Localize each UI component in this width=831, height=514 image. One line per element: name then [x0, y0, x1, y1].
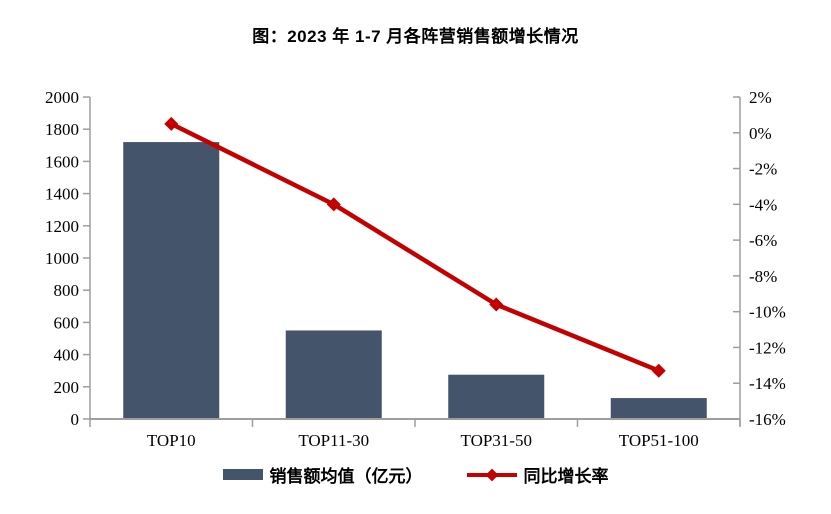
growth-rate-line [169, 121, 661, 373]
y-axis-label-1400: 1400 [45, 185, 79, 204]
line-series-label: 同比增长率 [523, 467, 609, 486]
secondary-axis-label--6%: -6% [749, 231, 777, 250]
y-axis-label-400: 400 [54, 346, 80, 365]
bar-series-swatch-icon [222, 469, 263, 480]
x-axis-label-TOP11-30: TOP11-30 [298, 431, 369, 450]
line-marker-TOP11-30 [326, 197, 341, 212]
chart-legend: 销售额均值（亿元） 同比增长率 [0, 462, 831, 487]
y-axis-label-1800: 1800 [45, 120, 79, 139]
secondary-axis-label--2%: -2% [749, 160, 777, 179]
legend-item-bar-series: 销售额均值（亿元） [222, 462, 423, 487]
line-marker-TOP10 [164, 116, 179, 131]
secondary-axis-label-2%: 2% [749, 88, 772, 107]
secondary-axis-label--12%: -12% [749, 338, 786, 357]
bar-TOP51-100 [610, 398, 707, 419]
y-axis-label-2000: 2000 [45, 88, 79, 107]
y-axis-label-800: 800 [54, 281, 80, 300]
x-axis-label-TOP31-50: TOP31-50 [461, 431, 532, 450]
secondary-axis-label--4%: -4% [749, 195, 777, 214]
bar-series-label: 销售额均值（亿元） [269, 467, 423, 486]
y-axis-label-200: 200 [54, 378, 80, 397]
bar-TOP31-50 [448, 374, 545, 419]
secondary-axis-label--8%: -8% [749, 267, 777, 286]
secondary-axis-label--14%: -14% [749, 374, 786, 393]
x-axis-label-TOP51-100: TOP51-100 [619, 431, 699, 450]
y-axis-label-0: 0 [71, 410, 80, 429]
x-axis-label-TOP10: TOP10 [147, 431, 196, 450]
y-axis-label-1600: 1600 [45, 152, 79, 171]
bar-TOP10 [123, 142, 220, 419]
secondary-axis-label--16%: -16% [749, 410, 786, 429]
secondary-axis-label-0%: 0% [749, 124, 772, 143]
secondary-axis-label--10%: -10% [749, 303, 786, 322]
line-marker-TOP31-50 [489, 297, 504, 312]
y-axis-label-1000: 1000 [45, 249, 79, 268]
line-series-swatch-icon [466, 468, 517, 481]
chart-title: 图：2023 年 1-7 月各阵营销售额增长情况 [252, 27, 579, 46]
diamond-marker-icon [485, 468, 498, 481]
y-axis-label-600: 600 [54, 313, 80, 332]
line-marker-TOP51-100 [651, 363, 666, 378]
legend-item-line-series: 同比增长率 [466, 462, 609, 487]
y-axis-label-1200: 1200 [45, 217, 79, 236]
bar-TOP11-30 [285, 330, 382, 419]
